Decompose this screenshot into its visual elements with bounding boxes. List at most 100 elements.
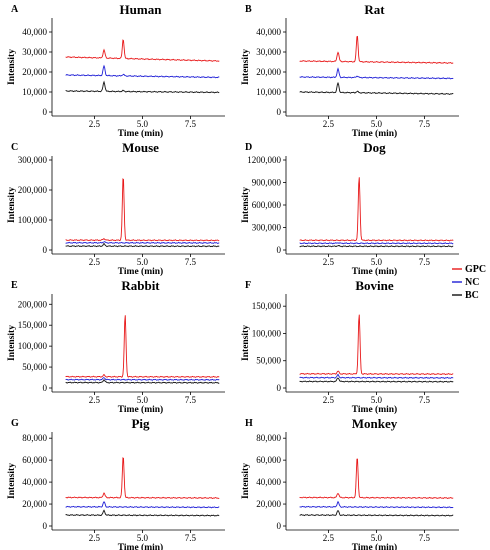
y-tick-label: 100,000 (18, 215, 48, 225)
x-tick-label: 7.5 (185, 395, 197, 405)
y-tick-label: 60,000 (22, 455, 47, 465)
y-tick-label: 200,000 (18, 185, 48, 195)
y-axis-label: Intensity (7, 187, 17, 223)
y-tick-label: 0 (43, 521, 48, 531)
series-nc-line (65, 501, 220, 509)
y-tick-label: 150,000 (18, 320, 48, 330)
series-nc-line (299, 67, 454, 80)
series-bc-line (299, 377, 454, 383)
y-tick-label: 20,000 (22, 67, 47, 77)
y-tick-label: 900,000 (252, 178, 282, 188)
y-axis-label: Intensity (7, 463, 17, 499)
x-axis-label: Time (min) (352, 542, 397, 550)
series-bc-line (299, 81, 454, 95)
chart-title: Rat (364, 2, 385, 17)
y-tick-label: 0 (277, 383, 282, 393)
panel-label: D (245, 142, 252, 153)
y-tick-label: 1200,000 (247, 155, 281, 165)
y-axis-label: Intensity (241, 187, 251, 223)
series-gpc-line (299, 177, 454, 242)
y-tick-label: 80,000 (256, 433, 281, 443)
panel-bovine: F Bovine 0 50,000 100,000 150,000 2.5 5.0 7.5 Tim… (241, 278, 459, 415)
y-axis-label: Intensity (241, 49, 251, 85)
chart-title: Rabbit (121, 278, 160, 293)
chart-title: Dog (363, 140, 386, 155)
x-tick-label: 2.5 (89, 257, 101, 267)
x-axis-label: Time (min) (118, 542, 163, 550)
series-bc-line (299, 245, 454, 248)
panel-label: A (11, 4, 19, 15)
panel-rabbit: E Rabbit 0 50,000 100,000 150,000 200,000 2.5 5.… (7, 278, 225, 415)
y-tick-label: 0 (277, 107, 282, 117)
y-tick-label: 100,000 (18, 341, 48, 351)
y-tick-label: 10,000 (256, 87, 281, 97)
y-tick-label: 0 (43, 245, 48, 255)
x-tick-label: 7.5 (185, 257, 197, 267)
series-nc-line (299, 242, 454, 245)
panel-mouse: C Mouse 0 100,000 200,000 300,000 2.5 5.0 7.5 Tim… (7, 140, 225, 277)
series-nc-line (65, 241, 220, 244)
x-tick-label: 7.5 (419, 533, 431, 543)
legend-label-gpc: GPC (465, 264, 486, 275)
series-gpc-line (65, 39, 220, 62)
series-nc-line (299, 373, 454, 379)
chart-title: Mouse (122, 140, 159, 155)
x-tick-label: 5.0 (137, 257, 149, 267)
panel-label: B (245, 4, 252, 15)
x-tick-label: 5.0 (371, 119, 383, 129)
x-axis-label: Time (min) (118, 128, 163, 139)
y-tick-label: 20,000 (256, 67, 281, 77)
series-nc-line (65, 64, 220, 79)
x-tick-label: 2.5 (89, 533, 101, 543)
x-tick-label: 7.5 (185, 533, 197, 543)
x-axis-label: Time (min) (352, 266, 397, 277)
panel-label: F (245, 280, 251, 291)
y-tick-label: 0 (277, 245, 282, 255)
x-tick-label: 7.5 (185, 119, 197, 129)
y-tick-label: 30,000 (22, 47, 47, 57)
y-tick-label: 20,000 (22, 499, 47, 509)
y-tick-label: 40,000 (256, 477, 281, 487)
y-axis-label: Intensity (7, 325, 17, 361)
y-tick-label: 150,000 (252, 301, 282, 311)
panel-label: G (11, 418, 19, 429)
panel-label: E (11, 280, 18, 291)
chart-title: Pig (131, 416, 150, 431)
series-gpc-line (299, 458, 454, 499)
y-tick-label: 50,000 (22, 362, 47, 372)
x-tick-label: 5.0 (137, 395, 149, 405)
y-tick-label: 300,000 (252, 223, 282, 233)
y-tick-label: 40,000 (22, 477, 47, 487)
x-axis-label: Time (min) (352, 404, 397, 415)
y-tick-label: 600,000 (252, 200, 282, 210)
y-tick-label: 0 (43, 107, 48, 117)
panel-monkey: H Monkey 0 20,000 40,000 60,000 80,000 2.5 5.0 7.… (241, 416, 459, 550)
x-tick-label: 7.5 (419, 119, 431, 129)
panel-human: A Human 0 10,000 20,000 30,000 40,000 2.5 5.0 7.5… (7, 2, 225, 139)
y-tick-label: 20,000 (256, 499, 281, 509)
series-bc-line (299, 509, 454, 517)
panel-dog: D Dog 0 300,000 600,000 900,000 1200,000 2.5 5.0… (241, 140, 459, 277)
series-gpc-line (65, 315, 220, 378)
x-tick-label: 7.5 (419, 395, 431, 405)
y-tick-label: 300,000 (18, 155, 48, 165)
chart-title: Monkey (352, 416, 398, 431)
series-nc-line (299, 500, 454, 509)
series-nc-line (65, 377, 220, 381)
chart-title: Bovine (355, 278, 394, 293)
series-gpc-line (299, 314, 454, 376)
x-tick-label: 2.5 (89, 119, 101, 129)
y-tick-label: 60,000 (256, 455, 281, 465)
panel-rat: B Rat 0 10,000 20,000 30,000 40,000 2.5 5.0 7.5 Ti… (241, 2, 459, 139)
y-tick-label: 30,000 (256, 47, 281, 57)
x-tick-label: 2.5 (89, 395, 101, 405)
y-tick-label: 40,000 (256, 27, 281, 37)
y-tick-label: 0 (43, 383, 48, 393)
y-axis-label: Intensity (241, 325, 251, 361)
series-bc-line (65, 509, 220, 517)
x-tick-label: 5.0 (371, 533, 383, 543)
x-tick-label: 5.0 (371, 257, 383, 267)
x-axis-label: Time (min) (352, 128, 397, 139)
y-axis-label: Intensity (7, 49, 17, 85)
legend-label-bc: BC (465, 290, 479, 301)
